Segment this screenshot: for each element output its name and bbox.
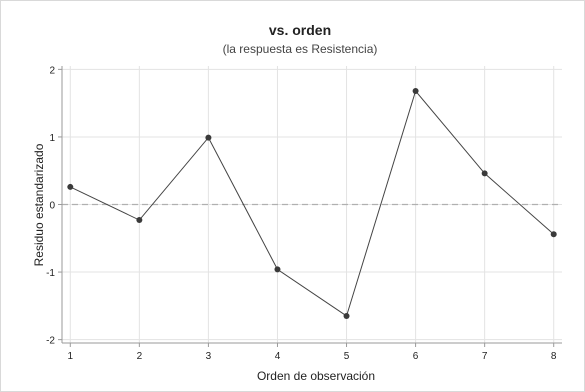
residual-point	[136, 217, 143, 224]
y-axis-label: Residuo estandarizado	[32, 143, 46, 266]
residual-point	[274, 266, 281, 273]
x-axis-label: Orden de observación	[257, 369, 375, 383]
y-tick-label: 0	[49, 201, 55, 212]
x-tick-label: 2	[137, 351, 143, 362]
residual-series-line	[70, 89, 555, 317]
y-tick-label: 2	[49, 65, 55, 76]
residual-point	[481, 170, 488, 177]
x-tick-label: 3	[206, 351, 212, 362]
y-tick-label: 1	[49, 133, 55, 144]
y-tick-label: -2	[46, 336, 55, 347]
chart-title: vs. orden	[269, 22, 331, 38]
x-tick-label: 1	[68, 351, 74, 362]
x-tick-label: 5	[344, 351, 350, 362]
x-tick-label: 4	[275, 351, 281, 362]
plot-area: 1 2 3 4 5 6 7 8 -2 -1 0 1 2	[46, 65, 562, 362]
x-tick-label: 7	[482, 351, 488, 362]
residual-point	[205, 134, 212, 141]
x-tick-label: 6	[413, 351, 419, 362]
y-tick-label: -1	[46, 268, 55, 279]
residual-point	[550, 231, 557, 238]
residual-point	[412, 87, 419, 94]
x-tick-label: 8	[551, 351, 557, 362]
residual-point	[343, 312, 350, 319]
chart-subtitle: (la respuesta es Resistencia)	[223, 42, 378, 56]
residual-point	[67, 183, 74, 190]
